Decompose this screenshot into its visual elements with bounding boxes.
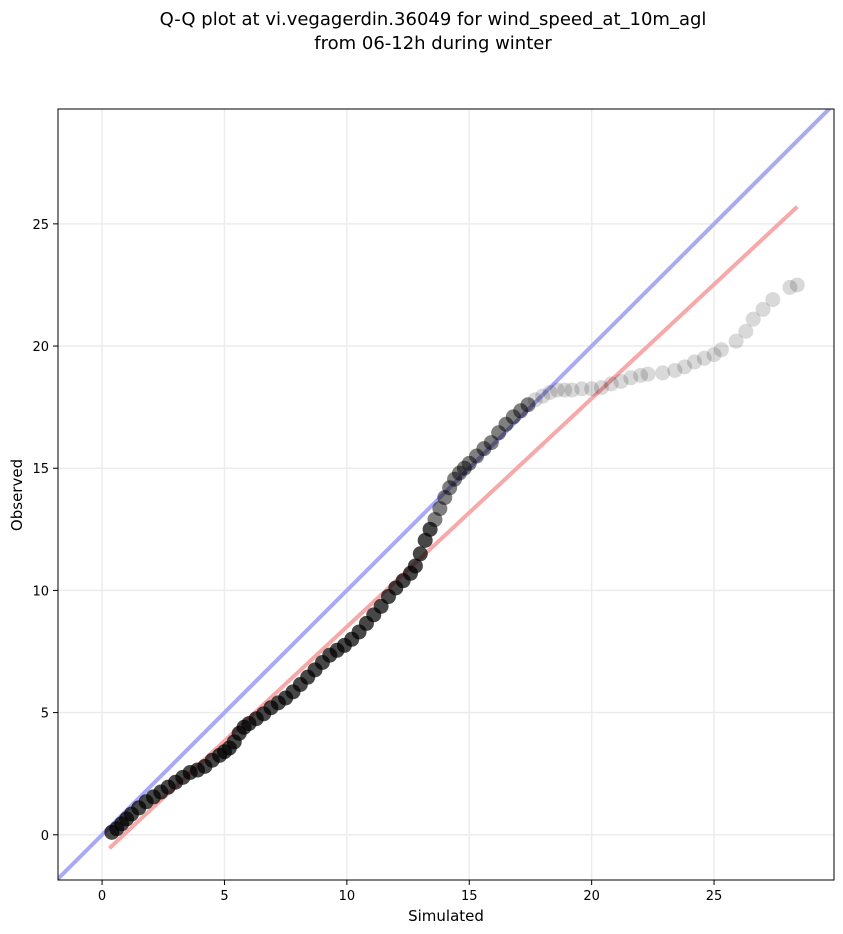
data-point [713,342,729,358]
data-point [728,333,744,349]
data-point [564,382,580,398]
x-tick-label: 5 [220,889,228,904]
fit-line [108,205,799,850]
chart-title-line-1: Q-Q plot at vi.vegagerdin.36049 for wind… [160,9,707,30]
data-point [549,382,565,398]
axis-ticks: 0 5 10 15 20 25 0 5 10 15 20 25 [32,218,722,904]
y-tick-label: 5 [41,707,49,722]
gridlines [58,109,834,880]
x-tick-label: 10 [339,889,356,904]
data-point [782,279,798,295]
data-point [412,546,428,562]
x-axis-label: Simulated [408,907,484,925]
y-tick-label: 15 [32,462,49,477]
y-axis-label: Observed [8,459,26,531]
data-point [557,382,573,398]
data-point [640,366,656,382]
data-point [765,292,781,308]
data-point [686,354,702,370]
data-point [745,311,761,327]
x-tick-label: 15 [461,889,478,904]
data-point [706,347,722,363]
data-point [603,376,619,392]
y-tick-label: 0 [41,829,49,844]
data-point [535,388,551,404]
x-tick-label: 0 [98,889,106,904]
data-point [407,558,423,574]
chart-title-line-2: from 06-12h during winter [314,33,552,54]
data-point [623,370,639,386]
data-point [520,397,536,413]
y-tick-label: 20 [32,340,49,355]
data-point [738,323,754,339]
data-point [584,381,600,397]
data-point [613,373,629,389]
data-point [667,362,683,378]
data-point [633,367,649,383]
data-point [574,381,590,397]
data-point [527,392,543,408]
plot-frame [57,108,835,881]
data-point [677,359,693,375]
data-point [593,380,609,396]
y-tick-label: 25 [32,218,49,233]
data-point [755,301,771,317]
data-point [696,350,712,366]
x-tick-label: 25 [706,889,723,904]
data-points [104,277,805,840]
x-tick-label: 20 [583,889,600,904]
data-point [789,277,805,293]
data-point [542,384,558,400]
y-tick-label: 10 [32,584,49,599]
data-point [655,365,671,381]
